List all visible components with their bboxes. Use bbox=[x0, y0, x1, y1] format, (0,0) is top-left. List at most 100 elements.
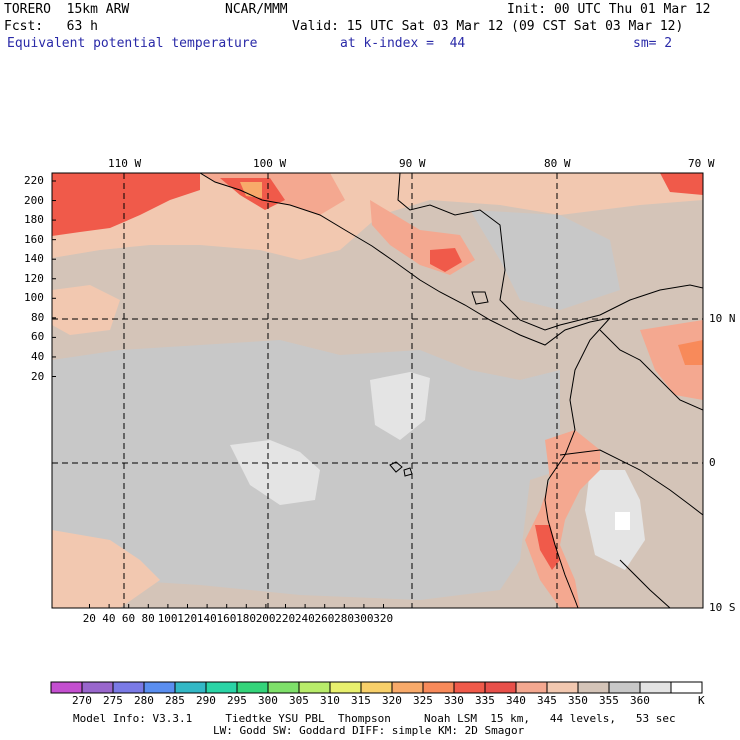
x-tick-label: 120 bbox=[177, 612, 198, 625]
colorbar-label: 325 bbox=[413, 694, 433, 707]
colorbar-swatch bbox=[267, 681, 300, 694]
x-tick-label: 320 bbox=[373, 612, 394, 625]
shading-grey-caribbean bbox=[470, 210, 620, 310]
border-ecuador-peru bbox=[559, 449, 703, 516]
lon-label-100w: 100 W bbox=[253, 157, 287, 170]
shading-hot-ne bbox=[660, 173, 703, 195]
lat-label-10s: 10 S bbox=[709, 601, 736, 614]
y-ticks bbox=[52, 180, 56, 377]
lon-label-70w: 70 W bbox=[688, 157, 715, 170]
y-tick-label: 100 bbox=[24, 291, 44, 305]
lon-label-110w: 110 W bbox=[108, 157, 142, 170]
border-colombia bbox=[599, 329, 703, 411]
level-info: at k-index = 44 bbox=[340, 36, 466, 51]
pacific-coastline bbox=[199, 173, 611, 346]
forecast-hour: Fcst: 63 h bbox=[4, 19, 98, 34]
shading-white-peak bbox=[615, 512, 630, 530]
lat-lon-grid bbox=[52, 173, 703, 608]
field-name: Equivalent potential temperature bbox=[7, 36, 258, 51]
colorbar-label: 295 bbox=[227, 694, 247, 707]
x-tick-label: 20 bbox=[82, 612, 96, 625]
colorbar-swatch bbox=[329, 681, 362, 694]
y-tick-label: 220 bbox=[24, 174, 44, 187]
x-ticks bbox=[89, 604, 384, 608]
colorbar-label: 275 bbox=[103, 694, 123, 707]
x-tick-label: 80 bbox=[141, 612, 155, 625]
colorbar-swatch bbox=[608, 681, 641, 694]
shading-white-2 bbox=[230, 440, 320, 505]
colorbar-swatch bbox=[422, 681, 455, 694]
x-tick-label: 200 bbox=[255, 612, 276, 625]
colorbar-swatch bbox=[639, 681, 672, 694]
x-tick-label: 60 bbox=[121, 612, 136, 625]
physics-info: LW: Godd SW: Goddard DIFF: simple KM: 2D… bbox=[213, 724, 525, 737]
colorbar-label: 280 bbox=[134, 694, 154, 707]
colorbar-swatch bbox=[484, 681, 517, 694]
shading-east-patch bbox=[640, 320, 703, 400]
colorbar-swatch bbox=[515, 681, 548, 694]
shading-hot-ca bbox=[430, 248, 462, 272]
map-frame bbox=[51, 172, 704, 609]
colorbar-swatch bbox=[112, 681, 145, 694]
colorbar-swatch bbox=[236, 681, 269, 694]
x-tick-label: 180 bbox=[236, 612, 256, 625]
lat-label-0: 0 bbox=[709, 456, 716, 469]
x-tick-label: 280 bbox=[334, 612, 354, 625]
colorbar-swatch bbox=[546, 681, 579, 694]
colorbar-swatch bbox=[391, 681, 424, 694]
y-tick-label: 60 bbox=[31, 330, 45, 344]
shading-sw-band bbox=[52, 530, 160, 608]
y-tick-label: 40 bbox=[31, 349, 45, 363]
y-tick-label: 140 bbox=[24, 252, 44, 266]
shading-peak-mexico bbox=[240, 182, 262, 198]
model-name: TORERO 15km ARW bbox=[4, 2, 130, 17]
x-tick-label: 220 bbox=[275, 612, 296, 625]
y-tick-label: 200 bbox=[24, 193, 44, 207]
colorbar-label: 330 bbox=[444, 694, 464, 707]
caribbean-coastline bbox=[397, 173, 703, 331]
x-tick-label: 140 bbox=[196, 612, 217, 625]
lat-label-10n: 10 N bbox=[709, 312, 736, 325]
colorbar-label: 340 bbox=[506, 694, 526, 707]
colorbar-swatch bbox=[143, 681, 176, 694]
shading-andes-band bbox=[525, 430, 600, 608]
colorbar-swatch bbox=[81, 681, 114, 694]
colorbar-swatch bbox=[50, 681, 83, 694]
border-peru-brazil bbox=[619, 559, 671, 608]
colorbar-label: 290 bbox=[196, 694, 216, 707]
y-tick-label: 120 bbox=[24, 271, 44, 285]
colorbar-swatch bbox=[577, 681, 610, 694]
shading-west-patch bbox=[52, 285, 120, 335]
colorbar-label: 270 bbox=[72, 694, 92, 707]
colorbar-label: 350 bbox=[568, 694, 588, 707]
x-tick-label: 40 bbox=[102, 612, 116, 625]
colorbar-label: 315 bbox=[351, 694, 371, 707]
y-tick-label: 80 bbox=[31, 310, 45, 324]
center-name: NCAR/MMM bbox=[225, 2, 288, 17]
y-tick-label: 20 bbox=[31, 369, 45, 383]
smoothing-info: sm= 2 bbox=[633, 36, 673, 51]
x-tick-label: 300 bbox=[353, 612, 374, 625]
colorbar-label: 285 bbox=[165, 694, 185, 707]
sa-west-coastline bbox=[544, 317, 611, 608]
colorbar-swatch bbox=[360, 681, 393, 694]
colorbar bbox=[50, 681, 703, 694]
field-shading bbox=[52, 173, 703, 608]
colorbar-swatch bbox=[453, 681, 486, 694]
shading-hot-nw bbox=[52, 173, 200, 236]
colorbar-label: 345 bbox=[537, 694, 557, 707]
shading-hot-peru bbox=[535, 525, 560, 570]
x-tick-label: 240 bbox=[294, 612, 315, 625]
shading-white-1 bbox=[370, 372, 430, 440]
y-tick-label: 160 bbox=[24, 232, 44, 246]
x-tick-label: 100 bbox=[157, 612, 178, 625]
colorbar-swatch bbox=[205, 681, 238, 694]
colorbar-label: 300 bbox=[258, 694, 278, 707]
valid-time: Valid: 15 UTC Sat 03 Mar 12 (09 CST Sat … bbox=[292, 19, 684, 34]
colorbar-label: 320 bbox=[382, 694, 402, 707]
model-info: Model Info: V3.3.1 Tiedtke YSU PBL Thomp… bbox=[73, 712, 676, 725]
coastlines bbox=[199, 173, 703, 608]
colorbar-swatch bbox=[670, 681, 703, 694]
init-time: Init: 00 UTC Thu 01 Mar 12 bbox=[507, 2, 711, 17]
